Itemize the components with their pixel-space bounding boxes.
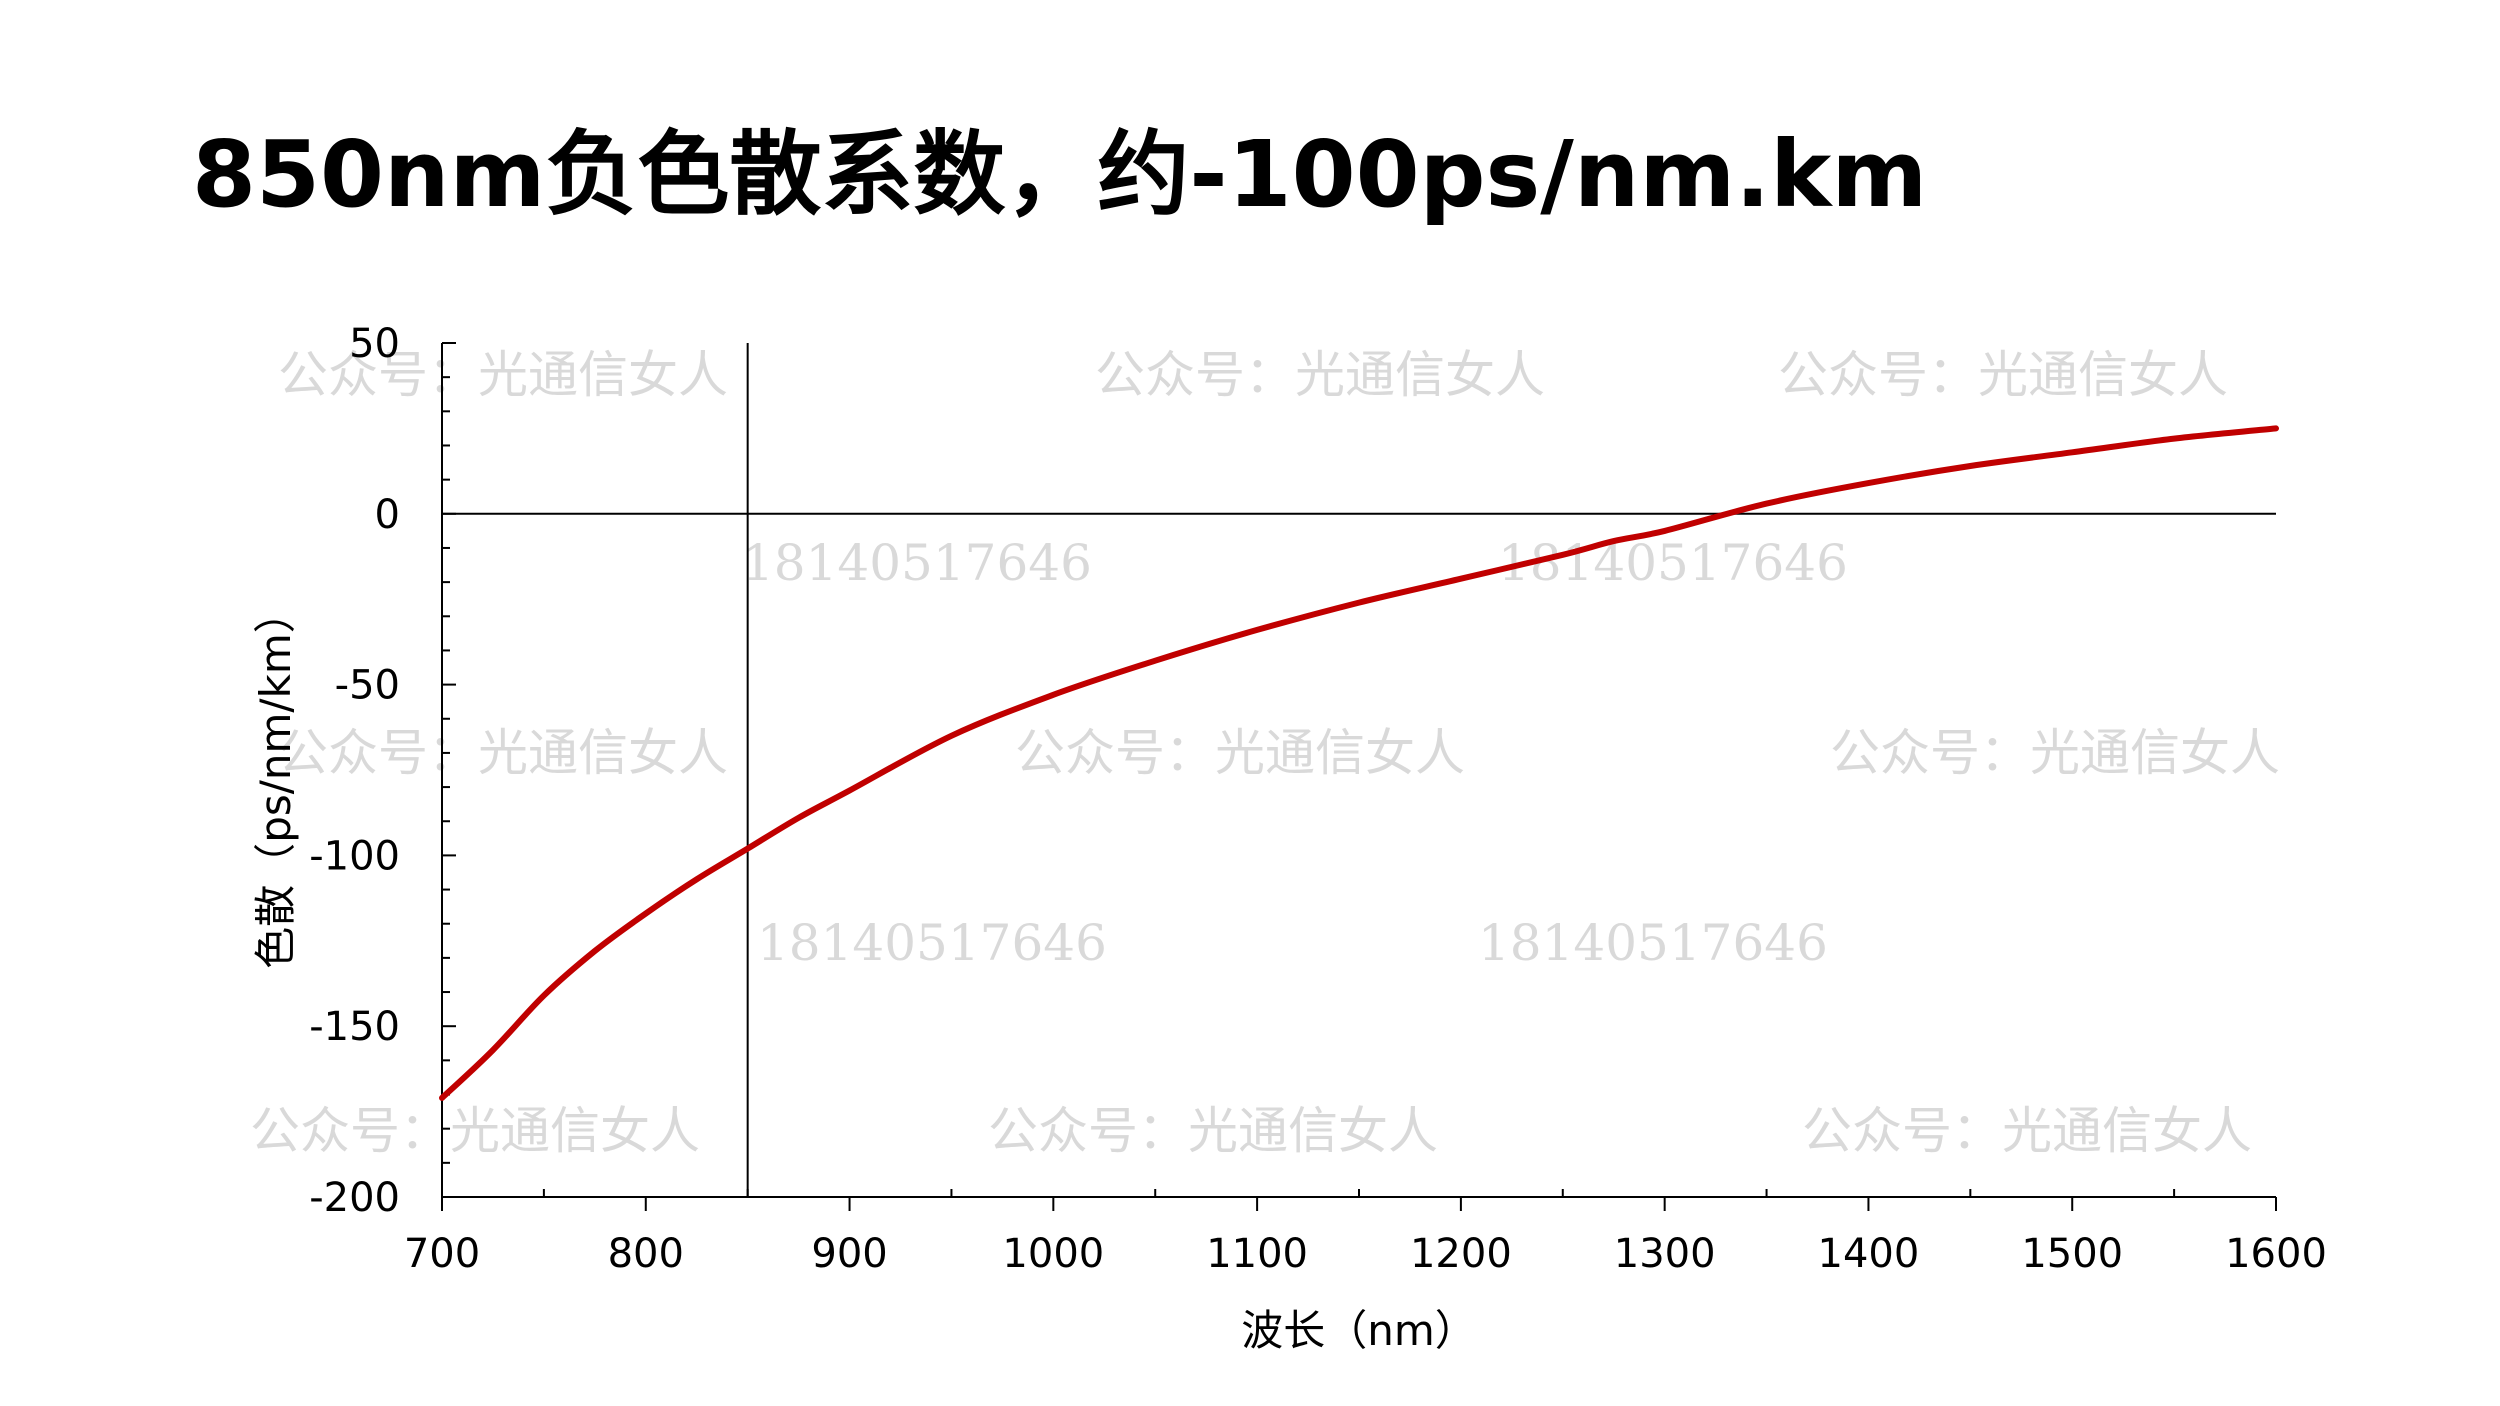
watermark-phone: 18140517646 [1478,914,1828,972]
watermark-account: 公众号：光通信女人 [278,346,728,404]
y-tick-label: -150 [309,1004,400,1050]
y-axis-title: 色散（ps/nm/km） [251,591,300,969]
watermark-account: 公众号：光通信女人 [1830,724,2280,782]
page-title: 850nm负色散系数，约-100ps/nm.km [192,121,1928,228]
y-tick-label: -200 [309,1175,400,1221]
watermark-phone: 18140517646 [757,914,1107,972]
x-tick-label: 1400 [1818,1231,1920,1277]
x-tick-label: 1100 [1206,1231,1308,1277]
x-tick-label: 1000 [1002,1231,1104,1277]
watermark-account: 公众号：光通信女人 [1015,724,1465,782]
y-tick-label: 50 [349,321,400,367]
watermark-account: 公众号：光通信女人 [278,724,728,782]
x-tick-label: 1300 [1614,1231,1716,1277]
watermark-phone: 18140517646 [742,534,1092,592]
x-tick-label: 1200 [1410,1231,1512,1277]
x-tick-label: 900 [811,1231,887,1277]
watermark-account: 公众号：光通信女人 [250,1102,700,1160]
y-tick-label: -50 [335,663,400,709]
y-tick-label: 0 [375,492,400,538]
dispersion-curve [439,425,2279,1101]
x-tick-label: 1600 [2225,1231,2327,1277]
series-layer [439,425,2279,1101]
watermark-account: 公众号：光通信女人 [1095,346,1545,404]
y-tick-label: -100 [309,833,400,879]
axes [441,342,2277,1211]
x-tick-label: 700 [404,1231,480,1277]
watermark-account: 公众号：光通信女人 [988,1102,1438,1160]
watermark-account: 公众号：光通信女人 [1802,1102,2252,1160]
x-tick-label: 800 [608,1231,684,1277]
watermark-account: 公众号：光通信女人 [1778,346,2228,404]
x-tick-label: 1500 [2021,1231,2123,1277]
x-axis-title: 波长（nm） [1241,1306,1477,1355]
watermark-phone: 18140517646 [1498,534,1848,592]
reference-lines [442,343,2276,1197]
